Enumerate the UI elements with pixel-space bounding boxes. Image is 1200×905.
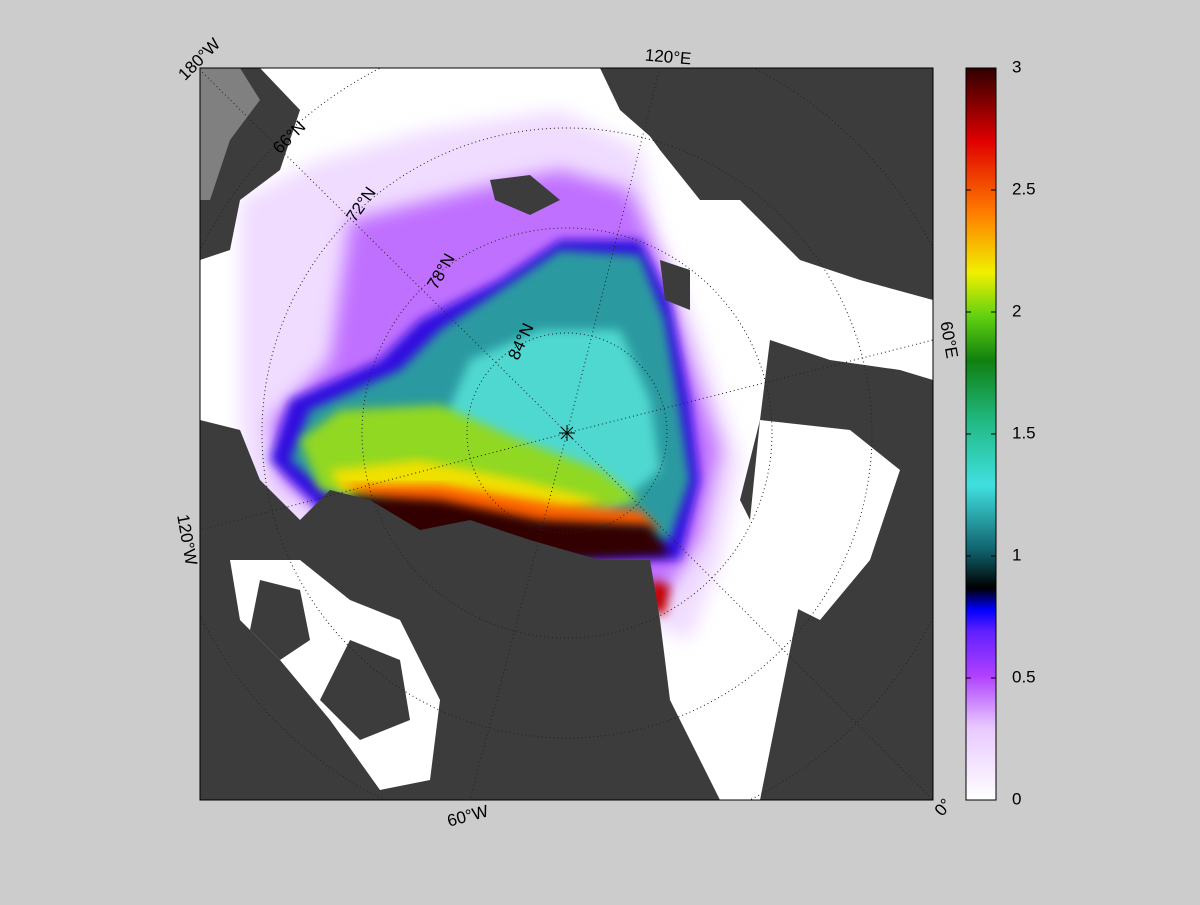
colorbar-tick-label: 0: [1012, 789, 1021, 808]
colorbar-tick-label: 2: [1012, 301, 1021, 320]
longitude-label: 60°E: [936, 320, 961, 360]
longitude-label: 60°W: [445, 801, 490, 830]
colorbar-tick-label: 1: [1012, 545, 1021, 564]
map-area: [200, 68, 933, 800]
land: [200, 68, 933, 800]
colorbar-ticks: 0 0.5 1 1.5 2 2.5 3: [966, 57, 1036, 808]
sea-ice: [240, 110, 740, 715]
colorbar-tick-label: 2.5: [1012, 179, 1036, 198]
longitude-label: 120°E: [644, 45, 692, 68]
pole-marker: [559, 425, 575, 441]
map-frame: [199, 67, 934, 801]
longitude-label: 120°W: [173, 513, 201, 567]
colorbar-tick-label: 1.5: [1012, 423, 1036, 442]
colorbar-tick-label: 3: [1012, 57, 1021, 76]
longitude-label: 0°: [931, 795, 956, 820]
colorbar-tick-label: 0.5: [1012, 667, 1036, 686]
graticule: [200, 68, 933, 800]
